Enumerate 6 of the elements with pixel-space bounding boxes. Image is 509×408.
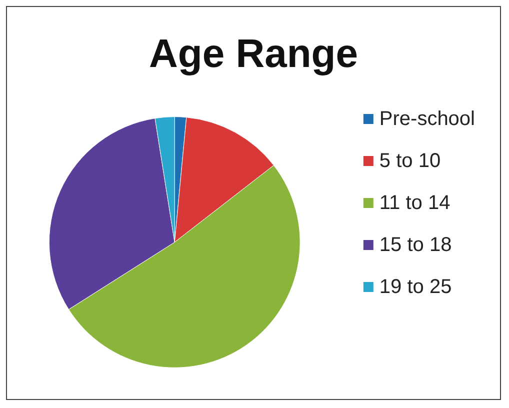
legend-label: 5 to 10	[379, 150, 441, 172]
legend-label: 19 to 25	[379, 276, 452, 298]
chart-title: Age Range	[149, 32, 358, 76]
legend-label: Pre-school	[379, 108, 476, 130]
legend-label: 15 to 18	[379, 234, 452, 256]
legend-label: 11 to 14	[379, 192, 450, 214]
